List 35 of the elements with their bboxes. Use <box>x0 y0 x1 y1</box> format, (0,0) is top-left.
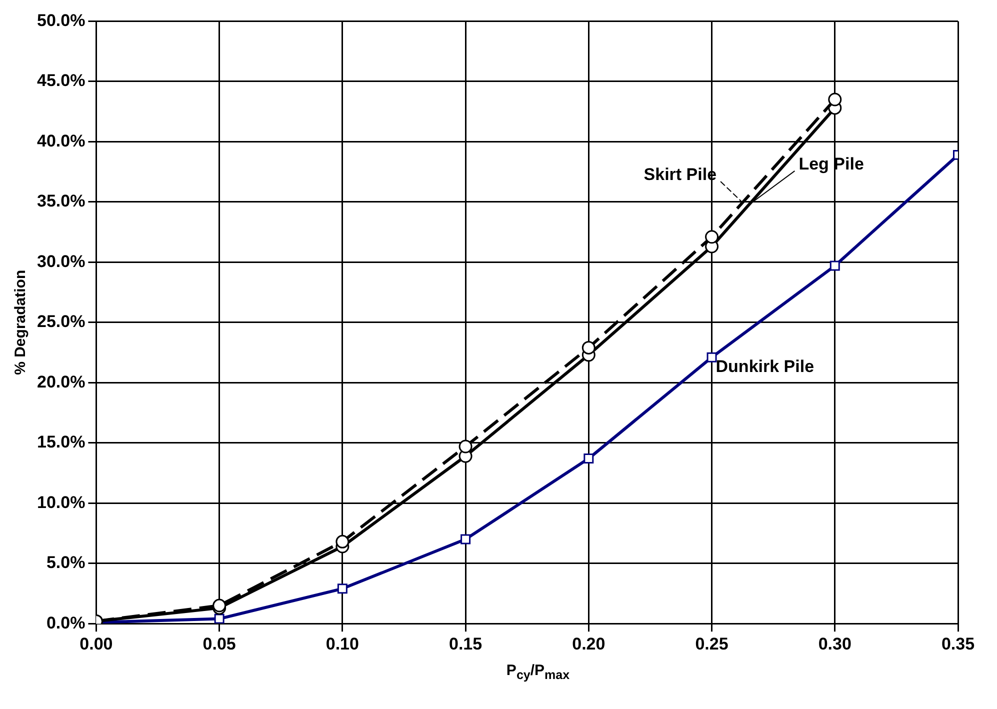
point <box>212 598 226 612</box>
x-tick-label: 0.10 <box>326 634 359 654</box>
x-tick-label: 0.05 <box>202 634 236 654</box>
point <box>584 454 594 464</box>
point <box>705 230 719 244</box>
y-tick-label: 30.0% <box>37 252 86 271</box>
point <box>830 260 840 271</box>
y-tick-label: 45.0% <box>37 71 86 90</box>
x-tick-label: 0.30 <box>818 634 852 654</box>
x-tick-label: 0.20 <box>572 634 606 654</box>
y-axis-title: % Degradation <box>12 270 30 375</box>
series-label: Dunkirk Pile <box>716 357 814 376</box>
y-tick-label: 25.0% <box>37 312 86 332</box>
y-tick-label: 10.0% <box>37 492 86 512</box>
x-tick-label: 0.00 <box>80 634 113 654</box>
point <box>582 340 596 354</box>
y-tick-label: 15.0% <box>37 432 86 452</box>
point <box>458 440 472 454</box>
x-tick-label: 0.15 <box>448 634 482 654</box>
y-tick-label: 50.0% <box>37 10 86 30</box>
x-tick-label: 0.25 <box>695 634 728 654</box>
x-tick-label: 0.35 <box>941 634 975 654</box>
point <box>214 614 224 624</box>
y-tick-label: 0.0% <box>46 613 86 632</box>
y-tick-label: 40.0% <box>37 131 86 150</box>
point <box>706 352 717 362</box>
series-label: Leg Pile <box>798 154 864 174</box>
point <box>460 534 471 544</box>
point <box>828 92 842 106</box>
point <box>337 584 348 594</box>
y-tick-label: 20.0% <box>37 372 86 392</box>
y-tick-label: 5.0% <box>46 553 86 572</box>
point <box>336 534 350 548</box>
x-axis-title: P$_{cy}$/P$_{max}$ <box>505 662 571 682</box>
y-tick-label: 35.0% <box>37 192 86 211</box>
